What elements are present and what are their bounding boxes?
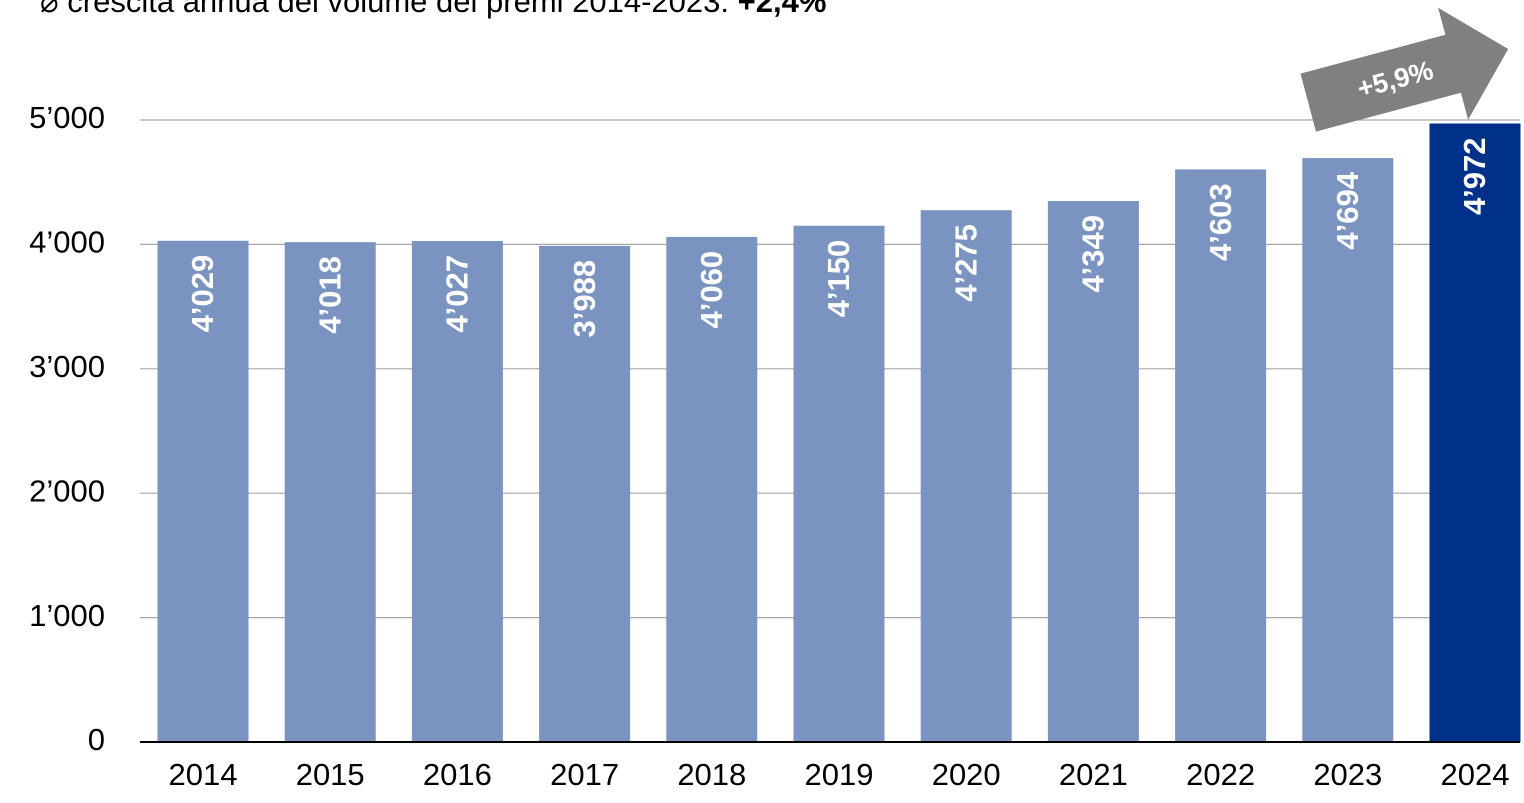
title-text: ⌀ crescita annua del volume dei premi 20… [40,0,729,19]
y-tick-label: 3’000 [29,349,105,384]
x-tick-label: 2023 [1313,757,1382,792]
value-label: 4’694 [1330,171,1365,249]
x-tick-label: 2014 [169,757,238,792]
value-label: 3’988 [567,260,602,338]
y-tick-label: 1’000 [29,598,105,633]
bar [157,240,249,742]
bar [284,242,376,742]
value-label: 4’275 [948,224,983,302]
bar [920,210,1012,742]
x-tick-label: 2018 [677,757,746,792]
value-label: 4’603 [1203,183,1238,261]
value-label: 4’060 [694,251,729,329]
value-label: 4’018 [312,256,347,334]
x-tick-label: 2022 [1186,757,1255,792]
title-highlight: +2,4% [738,0,827,19]
bar [1429,123,1521,742]
y-tick-label: 4’000 [29,225,105,260]
y-tick-label: 0 [88,722,105,757]
value-label: 4’029 [185,255,220,333]
x-tick-label: 2017 [550,757,619,792]
arrow-shape [1300,7,1509,132]
y-tick-label: 5’000 [29,100,105,135]
bar [1302,158,1394,742]
value-label: 4’349 [1076,215,1111,293]
x-tick-label: 2019 [805,757,874,792]
x-tick-label: 2015 [296,757,365,792]
y-tick-label: 2’000 [29,473,105,508]
value-label: 4’972 [1457,137,1492,215]
x-tick-label: 2024 [1441,757,1510,792]
bar [1175,169,1267,743]
bar [666,236,758,742]
x-tick-label: 2021 [1059,757,1128,792]
bar [793,225,885,743]
x-tick-label: 2020 [932,757,1001,792]
bar [1047,200,1139,743]
bar [411,241,503,742]
growth-arrow: +5,9% [1300,7,1509,132]
value-label: 4’027 [440,255,475,333]
bar [539,245,631,742]
value-label: 4’150 [821,240,856,318]
chart-title: ⌀ crescita annua del volume dei premi 20… [40,0,826,19]
x-tick-label: 2016 [423,757,492,792]
